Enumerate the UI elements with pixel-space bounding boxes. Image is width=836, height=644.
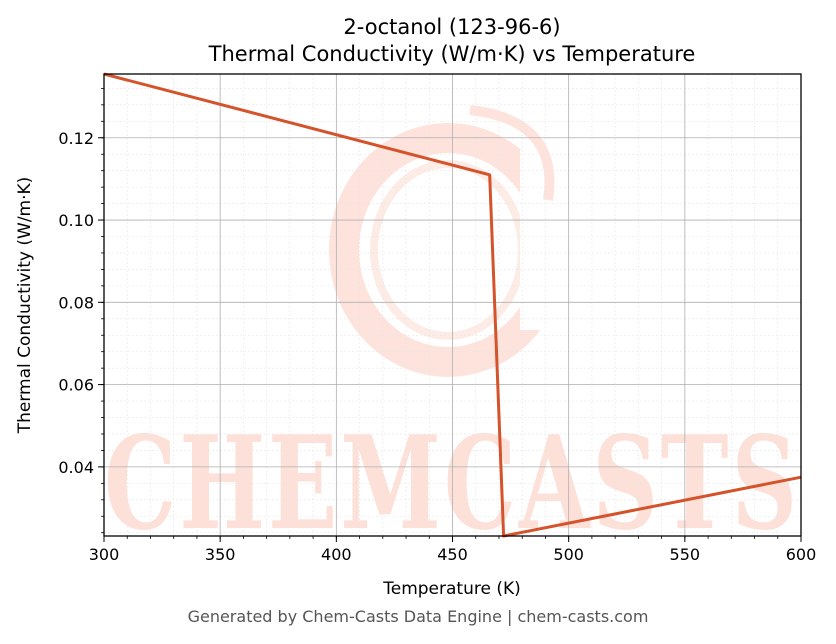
watermark: CHEMCASTS — [104, 105, 796, 559]
chart-title: 2-octanol (123-96-6) — [343, 15, 560, 39]
x-tick-label: 400 — [321, 545, 352, 564]
watermark-logo — [329, 105, 580, 377]
y-tick-label: 0.12 — [58, 129, 94, 148]
x-tick-label: 350 — [205, 545, 236, 564]
y-tick-label: 0.06 — [58, 376, 94, 395]
y-axis: 0.04 0.06 0.08 0.10 0.12 — [58, 87, 104, 534]
y-axis-label: Thermal Conductivity (W/m·K) — [15, 177, 35, 435]
x-axis-label: Temperature (K) — [382, 579, 521, 599]
x-tick-label: 550 — [670, 545, 701, 564]
y-tick-label: 0.04 — [58, 458, 94, 477]
footer-credit: Generated by Chem-Casts Data Engine | ch… — [187, 607, 649, 626]
series-layer — [103, 72, 802, 538]
series-line-0 — [103, 72, 802, 538]
x-axis: 300 350 400 450 500 550 600 — [89, 536, 817, 564]
x-tick-label: 600 — [786, 545, 817, 564]
y-tick-label: 0.10 — [58, 211, 94, 230]
chart-subtitle: Thermal Conductivity (W/m·K) vs Temperat… — [208, 42, 696, 66]
major-gridlines — [103, 74, 802, 536]
x-tick-label: 500 — [553, 545, 584, 564]
x-tick-label: 450 — [437, 545, 468, 564]
x-tick-label: 300 — [89, 545, 120, 564]
y-tick-label: 0.08 — [58, 293, 94, 312]
